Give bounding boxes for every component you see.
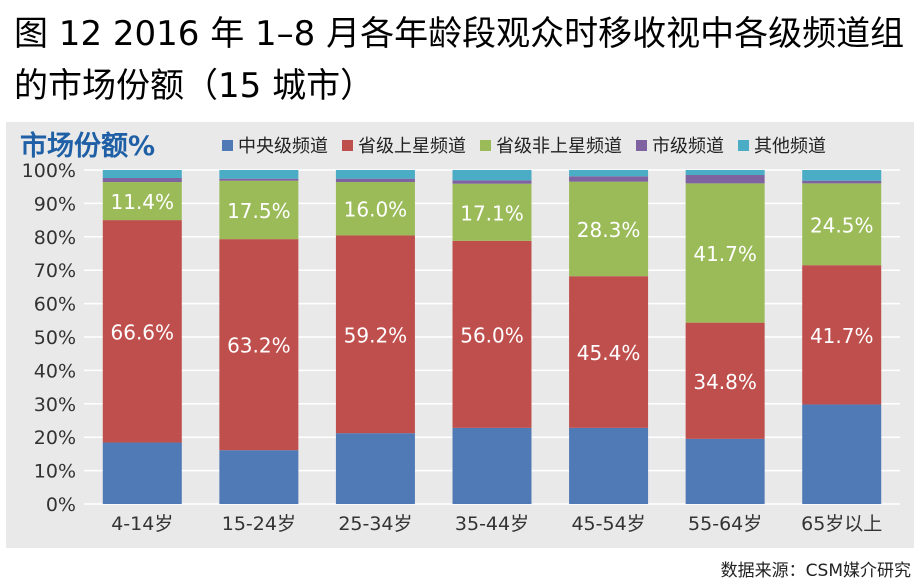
legend-swatch-other bbox=[738, 139, 749, 151]
x-tick-label: 45-54岁 bbox=[571, 513, 645, 535]
bar-segment bbox=[685, 183, 765, 323]
x-tick-label: 35-44岁 bbox=[455, 513, 529, 535]
bar-segment bbox=[219, 180, 299, 240]
bar-segment bbox=[102, 442, 182, 504]
bar-segment bbox=[685, 322, 765, 439]
x-tick-label: 25-34岁 bbox=[338, 513, 412, 535]
legend-item-city: 市级频道 bbox=[636, 132, 724, 158]
bar-segment bbox=[335, 178, 415, 183]
bar-segment bbox=[452, 183, 532, 241]
chart-figure-title: 图 12 2016 年 1–8 月各年龄段观众时移收视中各级频道组的市场份额（1… bbox=[14, 14, 905, 106]
data-label: 56.0% bbox=[460, 323, 524, 347]
data-label: 28.3% bbox=[577, 218, 641, 242]
bar-segment bbox=[569, 181, 649, 277]
legend-item-central: 中央级频道 bbox=[222, 132, 328, 158]
x-tick-label: 55-64岁 bbox=[688, 513, 762, 535]
bar-segment bbox=[802, 265, 882, 405]
y-tick-label: 40% bbox=[34, 360, 76, 382]
data-label: 11.4% bbox=[111, 190, 175, 214]
data-label: 16.0% bbox=[344, 198, 408, 222]
legend-swatch-city bbox=[636, 139, 647, 151]
bar-segment bbox=[452, 427, 532, 504]
y-tick-label: 60% bbox=[34, 294, 76, 316]
bar-segment bbox=[569, 427, 649, 504]
data-label: 17.1% bbox=[460, 201, 524, 225]
bar-segment bbox=[219, 170, 299, 179]
bar-segment bbox=[335, 182, 415, 236]
data-label: 66.6% bbox=[111, 320, 175, 344]
bar-segment bbox=[219, 450, 299, 504]
legend-swatch-provincial-terrestrial bbox=[480, 139, 491, 151]
data-label: 24.5% bbox=[810, 213, 874, 237]
chart-heading: 市场份额% bbox=[20, 131, 156, 162]
data-label: 59.2% bbox=[344, 323, 408, 347]
data-label: 45.4% bbox=[577, 341, 641, 365]
bar-segment bbox=[685, 438, 765, 504]
data-label: 17.5% bbox=[227, 199, 291, 223]
legend: 中央级频道 省级上星频道 省级非上星频道 市级频道 其他频道 bbox=[222, 132, 826, 158]
legend-label-other: 其他频道 bbox=[754, 136, 826, 157]
bar-segment bbox=[102, 220, 182, 443]
legend-label-provincial-satellite: 省级上星频道 bbox=[358, 136, 466, 157]
bar-segment bbox=[452, 180, 532, 184]
y-tick-label: 70% bbox=[34, 260, 76, 282]
legend-item-other: 其他频道 bbox=[738, 132, 826, 158]
bar-segment bbox=[802, 183, 882, 266]
bar-segment bbox=[335, 235, 415, 434]
legend-item-provincial-terrestrial: 省级非上星频道 bbox=[480, 132, 622, 158]
bar-segment bbox=[102, 182, 182, 221]
source-note: 数据来源：CSM媒介研究 bbox=[720, 561, 911, 581]
bar-segment bbox=[335, 433, 415, 504]
y-tick-label: 20% bbox=[34, 427, 76, 449]
x-tick-label: 65岁以上 bbox=[801, 513, 882, 535]
legend-label-provincial-terrestrial: 省级非上星频道 bbox=[496, 136, 622, 157]
y-tick-label: 0% bbox=[46, 494, 76, 516]
bar-segment bbox=[452, 170, 532, 181]
bar-segment bbox=[802, 180, 882, 184]
legend-item-provincial-satellite: 省级上星频道 bbox=[342, 132, 466, 158]
bar-segment bbox=[685, 170, 765, 176]
bar-segment bbox=[335, 170, 415, 179]
bar-segment bbox=[802, 170, 882, 181]
y-tick-label: 90% bbox=[34, 193, 76, 215]
bar-segment bbox=[102, 178, 182, 183]
bar-segment bbox=[219, 178, 299, 181]
y-tick-label: 10% bbox=[34, 461, 76, 483]
legend-swatch-provincial-satellite bbox=[342, 139, 353, 151]
legend-swatch-central bbox=[222, 139, 233, 151]
legend-label-central: 中央级频道 bbox=[238, 136, 328, 157]
x-tick-label: 4-14岁 bbox=[111, 513, 173, 535]
y-tick-label: 100% bbox=[22, 160, 76, 182]
y-tick-label: 30% bbox=[34, 394, 76, 416]
data-label: 41.7% bbox=[810, 324, 874, 348]
data-label: 63.2% bbox=[227, 334, 291, 358]
bar-segment bbox=[452, 240, 532, 428]
legend-label-city: 市级频道 bbox=[652, 136, 724, 157]
bar-segment bbox=[569, 176, 649, 182]
bar-segment bbox=[569, 170, 649, 177]
y-tick-label: 80% bbox=[34, 227, 76, 249]
y-tick-label: 50% bbox=[34, 327, 76, 349]
bar-segment bbox=[219, 239, 299, 451]
bar-segment bbox=[102, 170, 182, 179]
bar-segment bbox=[685, 175, 765, 184]
bar-segment bbox=[569, 276, 649, 428]
data-label: 34.8% bbox=[693, 370, 757, 394]
bar-segment bbox=[802, 404, 882, 504]
x-tick-label: 15-24岁 bbox=[222, 513, 296, 535]
data-label: 41.7% bbox=[693, 242, 757, 266]
